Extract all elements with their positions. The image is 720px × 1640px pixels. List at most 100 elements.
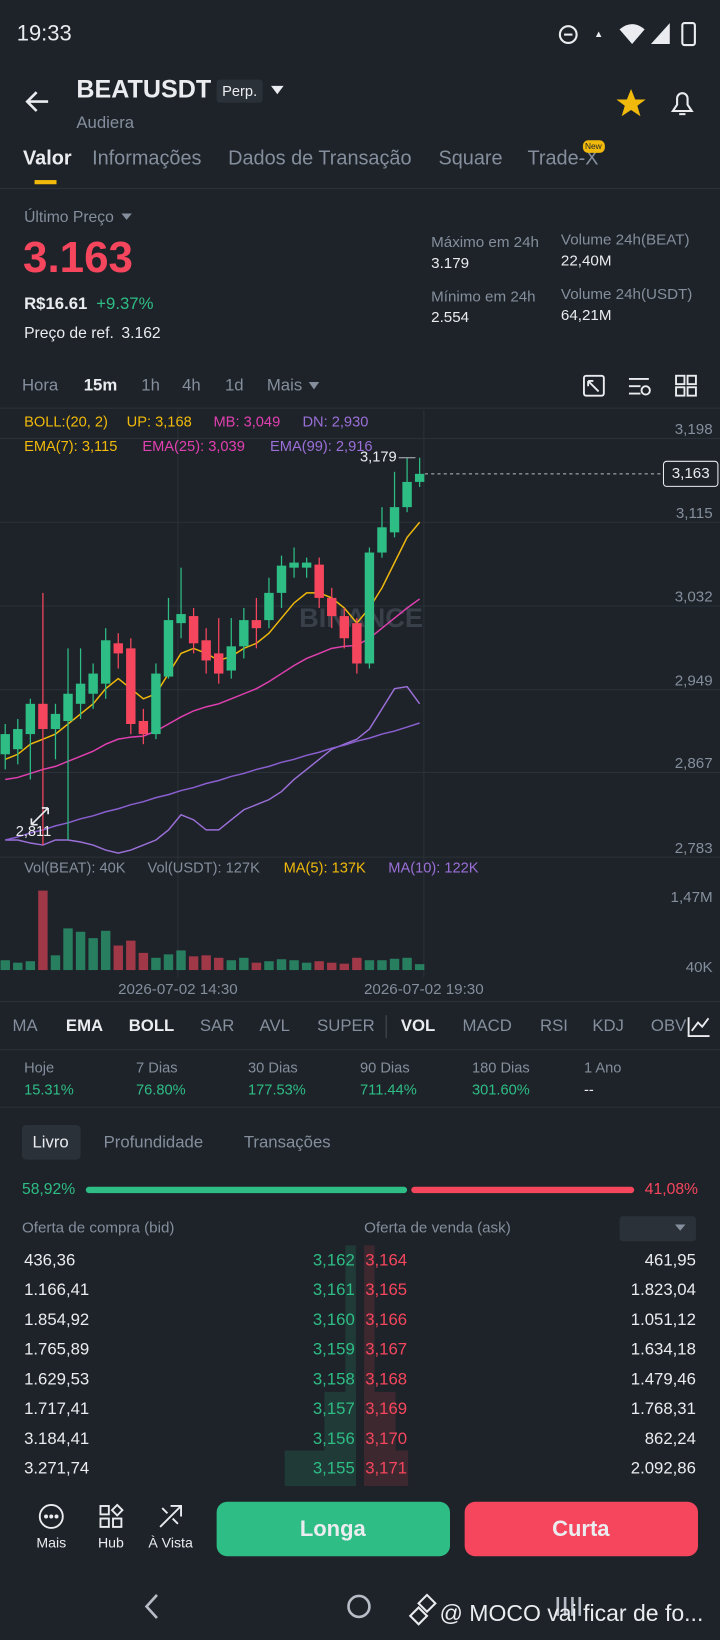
price-change: +9.37% [96,294,153,313]
interval[interactable]: Mais [267,376,302,395]
candle-body [25,703,36,735]
high-label: 3,179 [360,450,397,466]
book-tab[interactable]: Transações [244,1132,331,1151]
stat-value: 22,40M [561,253,612,270]
bid-price[interactable]: 3,159 [313,1340,355,1359]
volume-bar [25,961,36,971]
svg-text:▲: ▲ [594,28,603,39]
tab[interactable]: Square [438,147,502,169]
perf-value: 301.60% [472,1082,530,1098]
candle-body [100,640,111,684]
long-label[interactable]: Longa [300,1516,367,1541]
book-tab[interactable]: Profundidade [104,1132,204,1151]
ask-price[interactable]: 3,165 [365,1280,407,1299]
bid-price[interactable]: 3,160 [313,1310,355,1329]
ask-price[interactable]: 3,171 [365,1459,407,1478]
tab[interactable]: Valor [23,147,72,169]
indicator-tab[interactable]: SUPER [317,1016,375,1035]
bid-qty: 1.166,41 [24,1280,89,1299]
symbol[interactable]: BEATUSDT [76,76,212,104]
indicator-tab[interactable]: KDJ [592,1016,624,1035]
indicator-tab[interactable]: MA [13,1016,39,1035]
action-label[interactable]: Mais [36,1534,66,1550]
ema-legend: EMA(99): 2,916 [270,439,373,455]
more-dropdown[interactable] [308,382,320,390]
indicator-tab[interactable]: OBV [651,1016,687,1035]
candle-body [63,693,73,721]
nav-recents[interactable] [556,1597,582,1616]
indicator-settings[interactable] [687,1017,710,1038]
y-tick-label: 2,949 [675,672,713,689]
ask-price[interactable]: 3,167 [365,1340,407,1359]
perf-label: 7 Dias [136,1060,178,1076]
ask-price[interactable]: 3,169 [365,1399,407,1418]
nav-back[interactable] [144,1594,158,1619]
alert-bell[interactable] [670,92,694,116]
bid-price[interactable]: 3,161 [313,1280,355,1299]
ask-price[interactable]: 3,164 [365,1251,407,1270]
tab[interactable]: Dados de Transação [228,147,411,169]
bid-qty: 1.717,41 [24,1399,89,1418]
candle-body [327,597,337,617]
expand-button[interactable] [30,807,49,826]
short-button[interactable] [464,1501,699,1557]
price-label[interactable]: Último Preço [24,207,114,226]
price-label-dropdown[interactable] [121,213,132,220]
bid-price[interactable]: 3,155 [313,1459,355,1478]
indicator-tab[interactable]: BOLL [129,1016,175,1035]
indicator-tab[interactable]: MACD [463,1016,512,1035]
bid-price[interactable]: 3,162 [313,1251,355,1270]
x-tick-label: 2026-07-02 14:30 [118,981,238,998]
bid-price[interactable]: 3,156 [313,1429,355,1448]
interval[interactable]: 1h [141,376,160,395]
indicator-tab[interactable]: RSI [540,1016,568,1035]
bid-price[interactable]: 3,158 [313,1369,355,1388]
perf-label: 30 Dias [248,1060,298,1076]
favorite-star[interactable] [616,89,646,117]
indicator-line [5,722,420,841]
candle-body [0,734,10,755]
tab[interactable]: Trade-X [527,147,598,169]
volume-legend: Vol(USDT): 127K [148,861,261,877]
ask-price[interactable]: 3,166 [365,1310,407,1329]
volume-bar [402,957,412,971]
long-button[interactable] [216,1501,450,1557]
short-label[interactable]: Curta [552,1516,610,1541]
action-label[interactable]: À Vista [148,1534,193,1550]
chart-tools[interactable] [583,374,697,397]
indicator-tab[interactable]: AVL [260,1016,290,1035]
volume-bar [251,962,262,971]
interval[interactable]: 15m [84,376,117,395]
candle-body [301,562,312,568]
ema-legend: EMA(7): 3,115 [24,439,117,455]
overlay-text: @ MOCO vai ficar de fo... [440,1600,704,1626]
interval[interactable]: Hora [22,376,59,395]
action-label[interactable]: Hub [98,1534,124,1550]
symbol-dropdown[interactable] [271,85,284,95]
bid-price[interactable]: 3,157 [313,1399,355,1418]
interval[interactable]: 1d [225,376,244,395]
indicator-tab[interactable]: VOL [401,1016,435,1035]
precision-select-bg[interactable] [619,1216,696,1242]
candle-body [226,646,236,671]
candle-body [88,673,98,694]
action-icons[interactable] [38,1503,182,1529]
y-tick-label: 3,115 [676,505,713,522]
book-tab[interactable]: Livro [32,1132,68,1151]
ask-price[interactable]: 3,170 [365,1429,407,1448]
indicator-tab[interactable]: SAR [200,1016,234,1035]
interval[interactable]: 4h [182,376,201,395]
low-label: 2,811 [16,824,52,840]
back-button[interactable] [25,91,49,112]
precision-dropdown[interactable] [675,1224,686,1231]
perf-label: 90 Dias [360,1060,410,1076]
indicator-tab[interactable]: EMA [66,1016,103,1035]
ask-price[interactable]: 3,168 [365,1369,407,1388]
candle-body [251,620,262,629]
volume-bar [38,890,48,971]
volume-bar [88,938,98,971]
tab[interactable]: Informações [92,147,201,169]
nav-home[interactable] [347,1594,371,1619]
candle-body [414,473,425,482]
